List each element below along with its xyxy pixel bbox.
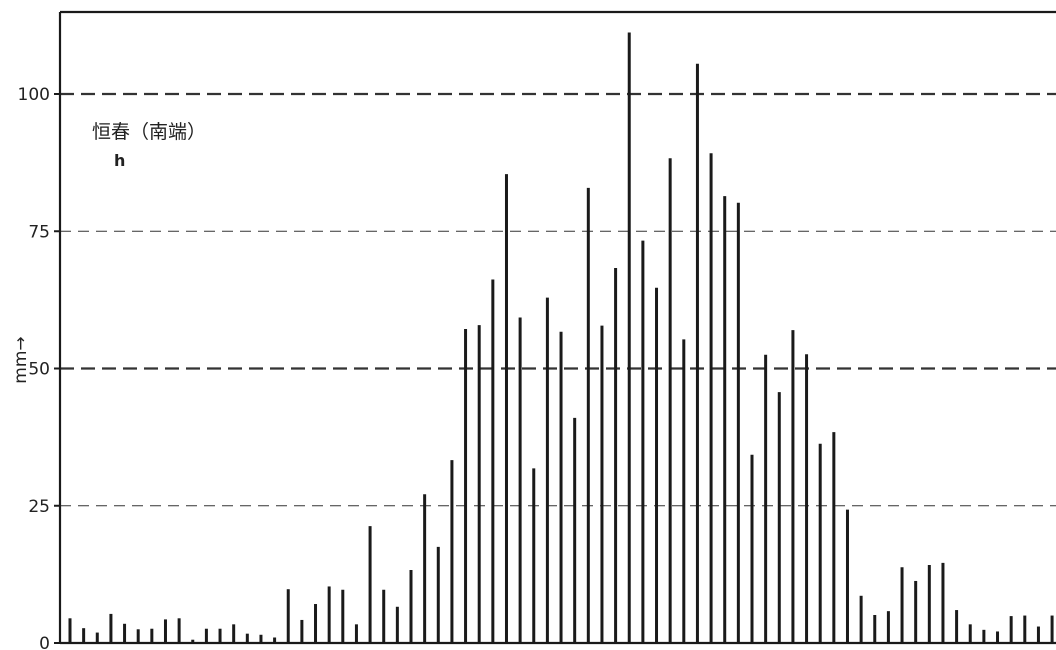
y-axis-label: mm→	[11, 336, 31, 383]
y-tick-label-0: 0	[39, 634, 50, 650]
station-annotation-sub: h	[114, 151, 125, 170]
axes	[54, 10, 1056, 645]
y-tick-label-75: 75	[28, 222, 50, 242]
y-tick-label-100: 100	[18, 85, 50, 105]
station-annotation: 恒春（南端）	[92, 121, 206, 143]
grid-lines	[60, 92, 1056, 507]
y-tick-labels: 0 25 50 75 100	[18, 85, 50, 650]
y-tick-label-25: 25	[28, 497, 50, 517]
y-tick-label-50: 50	[28, 360, 50, 380]
bars	[68, 32, 1054, 643]
